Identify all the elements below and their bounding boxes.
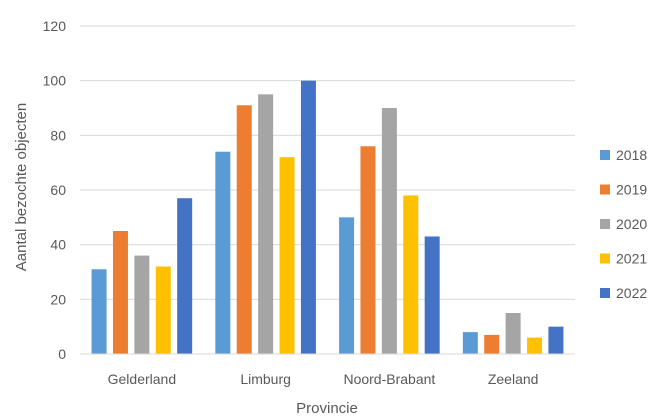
- y-tick-label: 0: [58, 346, 66, 362]
- x-axis-title: Provincie: [296, 400, 358, 417]
- x-category-label: Zeeland: [488, 371, 539, 387]
- bar-2020-noord-brabant: [381, 108, 397, 354]
- legend-swatch: [600, 288, 610, 298]
- legend-label: 2018: [616, 147, 647, 163]
- bars: [91, 80, 564, 355]
- bar-2022-limburg: [300, 80, 316, 355]
- legend: 2018 2019 2020 2021 2022: [600, 147, 647, 301]
- x-category-label: Gelderland: [108, 371, 177, 387]
- y-axis-title: Aantal bezochte objecten: [13, 103, 30, 271]
- legend-label: 2022: [616, 285, 647, 301]
- legend-label: 2021: [616, 251, 647, 267]
- bar-2019-zeeland: [484, 334, 500, 354]
- x-category-label: Noord-Brabant: [343, 371, 435, 387]
- bar-2018-zeeland: [462, 332, 478, 354]
- y-tick-label: 20: [50, 291, 66, 307]
- bar-2019-limburg: [236, 105, 252, 355]
- y-tick-label: 120: [43, 18, 67, 34]
- bar-2018-noord-brabant: [339, 217, 355, 354]
- bar-2021-noord-brabant: [403, 195, 419, 354]
- y-tick-label: 100: [43, 73, 67, 89]
- bar-2022-gelderland: [177, 198, 193, 354]
- bar-2021-zeeland: [527, 337, 543, 354]
- bar-2022-zeeland: [548, 326, 564, 354]
- bar-2019-noord-brabant: [360, 146, 376, 354]
- legend-swatch: [600, 184, 610, 195]
- bar-2020-gelderland: [134, 255, 150, 354]
- gridlines: [80, 25, 575, 300]
- bar-2020-limburg: [258, 94, 274, 354]
- bar-2019-gelderland: [112, 231, 128, 354]
- legend-swatch: [600, 253, 610, 264]
- legend-swatch: [600, 219, 610, 229]
- bar-2018-limburg: [215, 151, 231, 354]
- bar-2018-gelderland: [91, 269, 107, 354]
- y-axis-ticks: 0 20 40 60 80 100 120: [43, 18, 67, 362]
- bar-2022-noord-brabant: [424, 236, 440, 354]
- x-category-label: Limburg: [240, 371, 291, 387]
- legend-swatch: [600, 150, 610, 160]
- y-tick-label: 80: [50, 127, 66, 143]
- y-tick-label: 60: [50, 182, 66, 198]
- category-labels: Gelderland Limburg Noord-Brabant Zeeland: [108, 371, 539, 387]
- legend-label: 2020: [616, 216, 647, 232]
- bar-2021-limburg: [279, 157, 295, 354]
- bar-2021-gelderland: [155, 266, 171, 354]
- legend-label: 2019: [616, 182, 647, 198]
- bar-2020-zeeland: [505, 313, 521, 354]
- y-tick-label: 40: [50, 237, 66, 253]
